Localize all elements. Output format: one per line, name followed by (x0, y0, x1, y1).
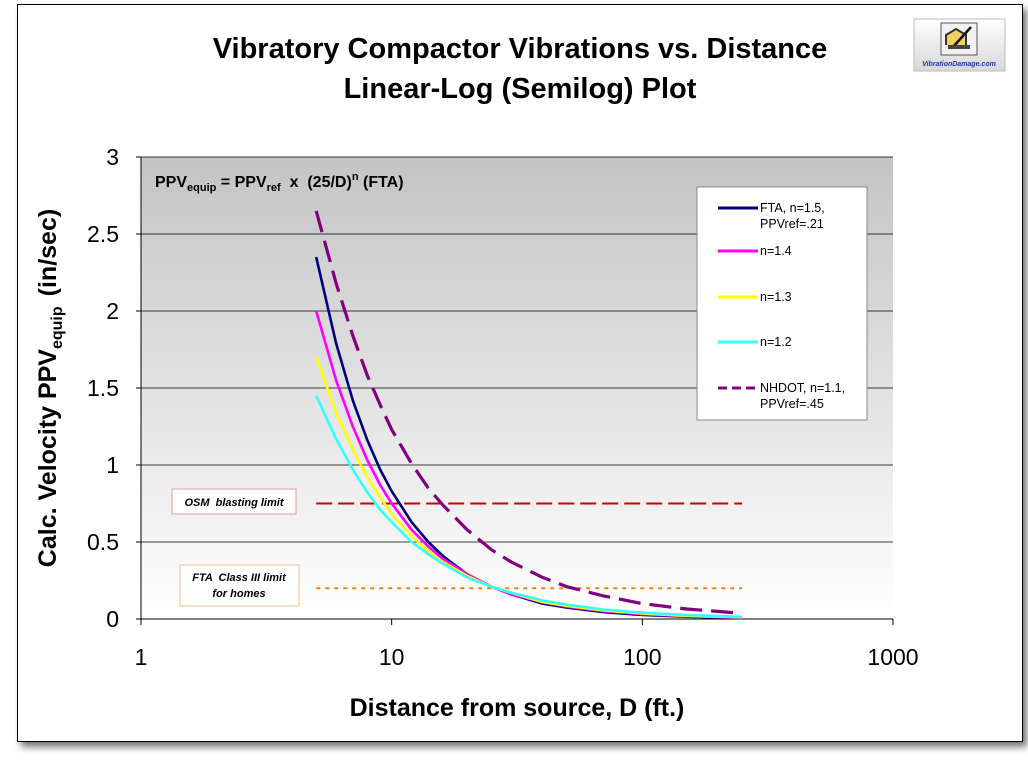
y-axis-title: Calc. Velocity PPVequip (in/sec) (34, 209, 66, 567)
site-logo: VibrationDamage.com (913, 18, 1006, 72)
y-tick-label: 1.5 (87, 375, 119, 401)
legend-label: PPVref=.21 (760, 217, 824, 231)
x-tick-label: 10 (379, 644, 405, 670)
legend-label: FTA, n=1.5, (760, 201, 825, 215)
y-tick-label: 2 (106, 298, 119, 324)
fta-limit-label-line1: FTA Class III limit (192, 572, 287, 584)
formula-exponent: n (352, 171, 359, 183)
formula-ref-subscript: ref (267, 182, 281, 194)
y-tick-label: 1 (106, 452, 119, 478)
formula-annotation: PPVequip = PPVref x (25/D)n (FTA) (155, 171, 404, 194)
fta-limit-label-line2: for homes (212, 588, 265, 600)
formula-equals: = PPV (216, 174, 267, 191)
y-tick-label: 2.5 (87, 221, 119, 247)
x-tick-label: 100 (623, 644, 661, 670)
x-axis-ticks: 1 10 100 1000 (135, 619, 919, 670)
formula-lhs-subscript: equip (187, 182, 217, 194)
formula-tail: (FTA) (359, 174, 404, 191)
x-axis-title: Distance from source, D (ft.) (350, 694, 685, 722)
house-icon (940, 22, 978, 56)
y-tick-label: 0 (106, 606, 119, 632)
chart-subtitle: Linear-Log (Semilog) Plot (344, 73, 697, 105)
osm-limit-label: OSM blasting limit (184, 497, 284, 509)
legend: FTA, n=1.5, PPVref=.21 n=1.4 n=1.3 n=1.2 NHDO… (696, 186, 868, 421)
logo-caption: VibrationDamage.com (922, 61, 996, 68)
x-tick-label: 1000 (867, 644, 918, 670)
y-axis-ticks: 0 0.5 1 1.5 2 2.5 3 (87, 144, 141, 632)
series-line-5 (314, 210, 743, 615)
y-axis-title-sub: equip (49, 306, 66, 349)
formula-mid: x (25/D) (281, 174, 352, 191)
chart-frame: Vibratory Compactor Vibrations vs. Dista… (17, 4, 1023, 742)
series-lines (314, 210, 743, 620)
y-tick-label: 0.5 (87, 529, 119, 555)
legend-label: NHDOT, n=1.1, (760, 381, 845, 395)
osm-limit-label-box: OSM blasting limit (171, 488, 297, 515)
reference-lines (316, 502, 743, 590)
chart-title: Vibratory Compactor Vibrations vs. Dista… (213, 33, 828, 65)
chart: Vibratory Compactor Vibrations vs. Dista… (34, 18, 1006, 722)
formula-lhs: PPV (155, 174, 187, 191)
series-line-4 (315, 395, 743, 619)
y-axis-title-main: Calc. Velocity PPV (34, 349, 62, 567)
x-tick-label: 1 (135, 644, 148, 670)
fta-limit-label-box: FTA Class III limit for homes (179, 564, 300, 607)
legend-label: n=1.2 (760, 335, 792, 349)
legend-label: PPVref=.45 (760, 397, 824, 411)
legend-label: n=1.4 (760, 244, 792, 258)
legend-label: n=1.3 (760, 290, 792, 304)
y-tick-label: 3 (106, 144, 119, 170)
y-axis-title-unit: (in/sec) (34, 209, 62, 297)
